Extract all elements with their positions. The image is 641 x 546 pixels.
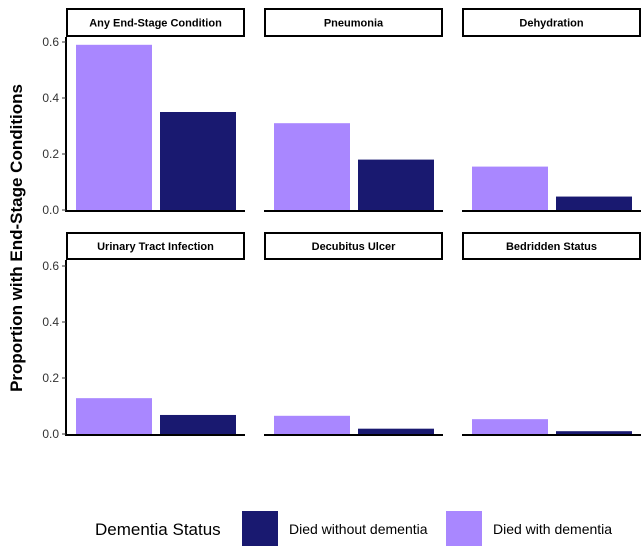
facet-title: Urinary Tract Infection bbox=[97, 241, 214, 253]
panel-dehydration: Dehydration bbox=[462, 8, 641, 212]
bar-died-without-dementia bbox=[556, 431, 632, 434]
y-tick-label: 0.4 bbox=[42, 91, 59, 105]
facet-strip bbox=[462, 232, 641, 260]
y-tick-label: 0.0 bbox=[42, 203, 59, 217]
facet-strip bbox=[462, 8, 641, 37]
bar-died-without-dementia bbox=[160, 112, 236, 210]
bar-died-with-dementia bbox=[76, 398, 152, 434]
bar-died-without-dementia bbox=[358, 428, 434, 434]
facet-strip bbox=[66, 8, 245, 37]
y-tick-label: 0.6 bbox=[42, 259, 59, 273]
bar-died-with-dementia bbox=[274, 415, 350, 434]
y-axis-label: Proportion with End-Stage Conditions bbox=[7, 84, 26, 392]
panel-pneumonia: Pneumonia bbox=[264, 8, 443, 212]
panel-bedridden-status: Bedridden Status bbox=[462, 232, 641, 436]
legend-title: Dementia Status bbox=[95, 520, 221, 539]
legend: Dementia Status Died without dementia Die… bbox=[95, 511, 612, 546]
bar-died-with-dementia bbox=[274, 123, 350, 210]
facet-strip bbox=[66, 232, 245, 260]
facet-strip bbox=[264, 232, 443, 260]
facet-title: Decubitus Ulcer bbox=[312, 241, 396, 253]
facet-title: Any End-Stage Condition bbox=[89, 18, 222, 30]
panels: Any End-Stage Condition 0.0 0.2 0.4 0.6 Pneum… bbox=[42, 8, 641, 441]
bar-died-without-dementia bbox=[556, 196, 632, 210]
facet-title: Bedridden Status bbox=[506, 241, 597, 253]
legend-label-died-with-dementia: Died with dementia bbox=[493, 521, 612, 537]
legend-label-died-without-dementia: Died without dementia bbox=[289, 521, 428, 537]
y-tick-label: 0.0 bbox=[42, 427, 59, 441]
panel-decubitus-ulcer: Decubitus Ulcer bbox=[264, 232, 443, 436]
bar-died-with-dementia bbox=[472, 419, 548, 434]
facet-title: Pneumonia bbox=[324, 18, 384, 30]
legend-key-died-with-dementia bbox=[446, 511, 482, 546]
bar-died-with-dementia bbox=[76, 44, 152, 210]
bar-died-with-dementia bbox=[472, 166, 548, 210]
panel-any-end-stage-condition: Any End-Stage Condition 0.0 0.2 0.4 0.6 bbox=[42, 8, 245, 217]
legend-key-died-without-dementia bbox=[242, 511, 278, 546]
y-tick-label: 0.6 bbox=[42, 35, 59, 49]
y-tick-label: 0.4 bbox=[42, 315, 59, 329]
y-tick-label: 0.2 bbox=[42, 147, 59, 161]
facet-strip bbox=[264, 8, 443, 37]
y-tick-label: 0.2 bbox=[42, 371, 59, 385]
bar-died-without-dementia bbox=[160, 414, 236, 434]
panel-urinary-tract-infection: Urinary Tract Infection 0.0 0.2 0.4 0.6 bbox=[42, 232, 245, 441]
facet-title: Dehydration bbox=[519, 18, 583, 30]
bar-died-without-dementia bbox=[358, 159, 434, 210]
